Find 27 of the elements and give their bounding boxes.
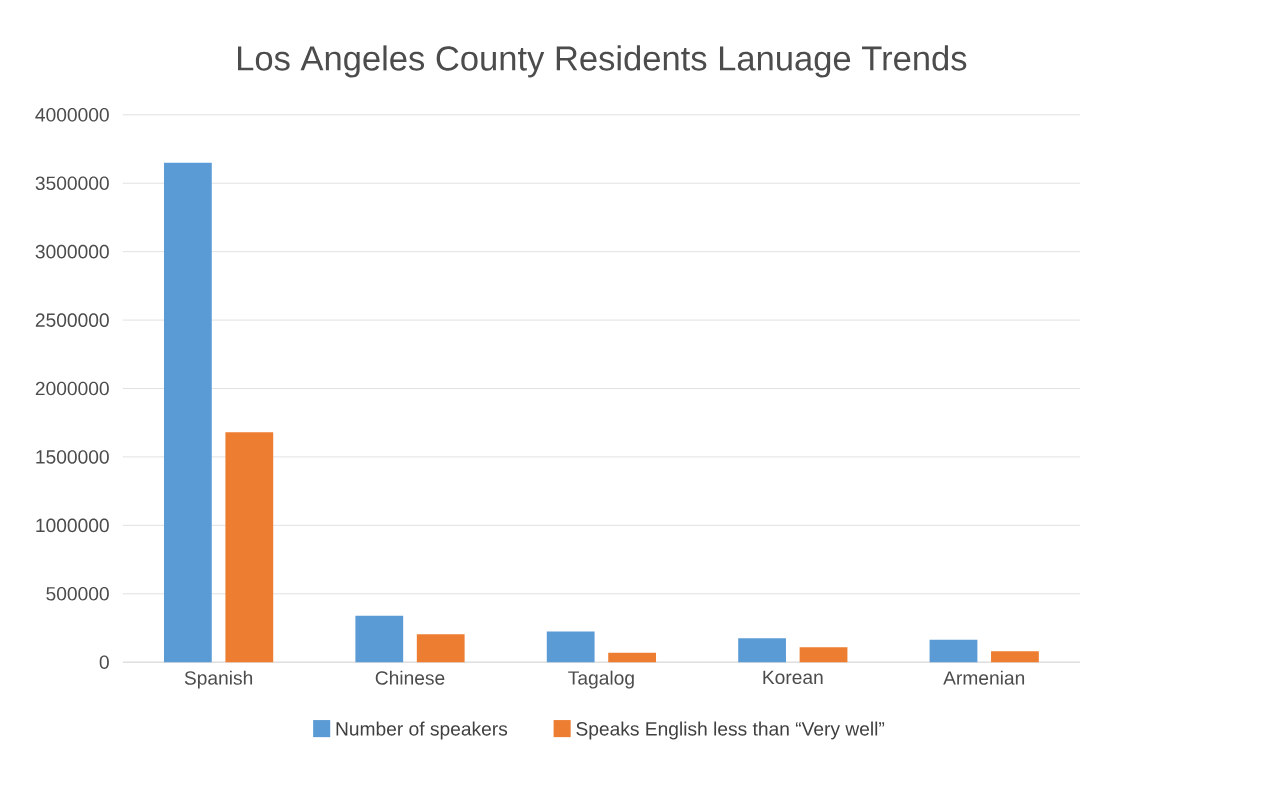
- x-tick-label: Spanish: [184, 670, 253, 689]
- bar: [738, 638, 786, 663]
- bar: [225, 432, 274, 663]
- legend-label: Speaks English less than “Very well”: [576, 721, 885, 740]
- x-tick-label: Armenian: [943, 670, 1025, 685]
- bar: [799, 647, 848, 663]
- bar: [608, 652, 657, 663]
- y-tick-label: 1500000: [36, 450, 109, 464]
- y-tick-label: 0: [99, 655, 109, 670]
- bar: [991, 651, 1039, 663]
- chart-title: Los Angeles County Residents Lanuage Trends: [238, 45, 967, 78]
- y-tick-label: 1000000: [36, 518, 109, 533]
- y-tick-label: 4000000: [35, 108, 109, 122]
- bar: [163, 162, 212, 663]
- legend-label: Number of speakers: [336, 721, 508, 740]
- y-tick-label: 3000000: [35, 244, 109, 259]
- bar: [929, 639, 978, 663]
- y-tick-label: 500000: [46, 587, 109, 601]
- y-tick-label: 2000000: [35, 381, 109, 396]
- x-tick-label: Tagalog: [568, 670, 634, 689]
- y-tick-label: 2500000: [35, 313, 109, 327]
- bar: [416, 634, 465, 663]
- x-tick-label: Korean: [763, 670, 823, 685]
- bar: [355, 615, 404, 663]
- y-tick-label: 3500000: [35, 176, 109, 191]
- bar: [546, 631, 595, 663]
- x-tick-label: Chinese: [375, 670, 445, 685]
